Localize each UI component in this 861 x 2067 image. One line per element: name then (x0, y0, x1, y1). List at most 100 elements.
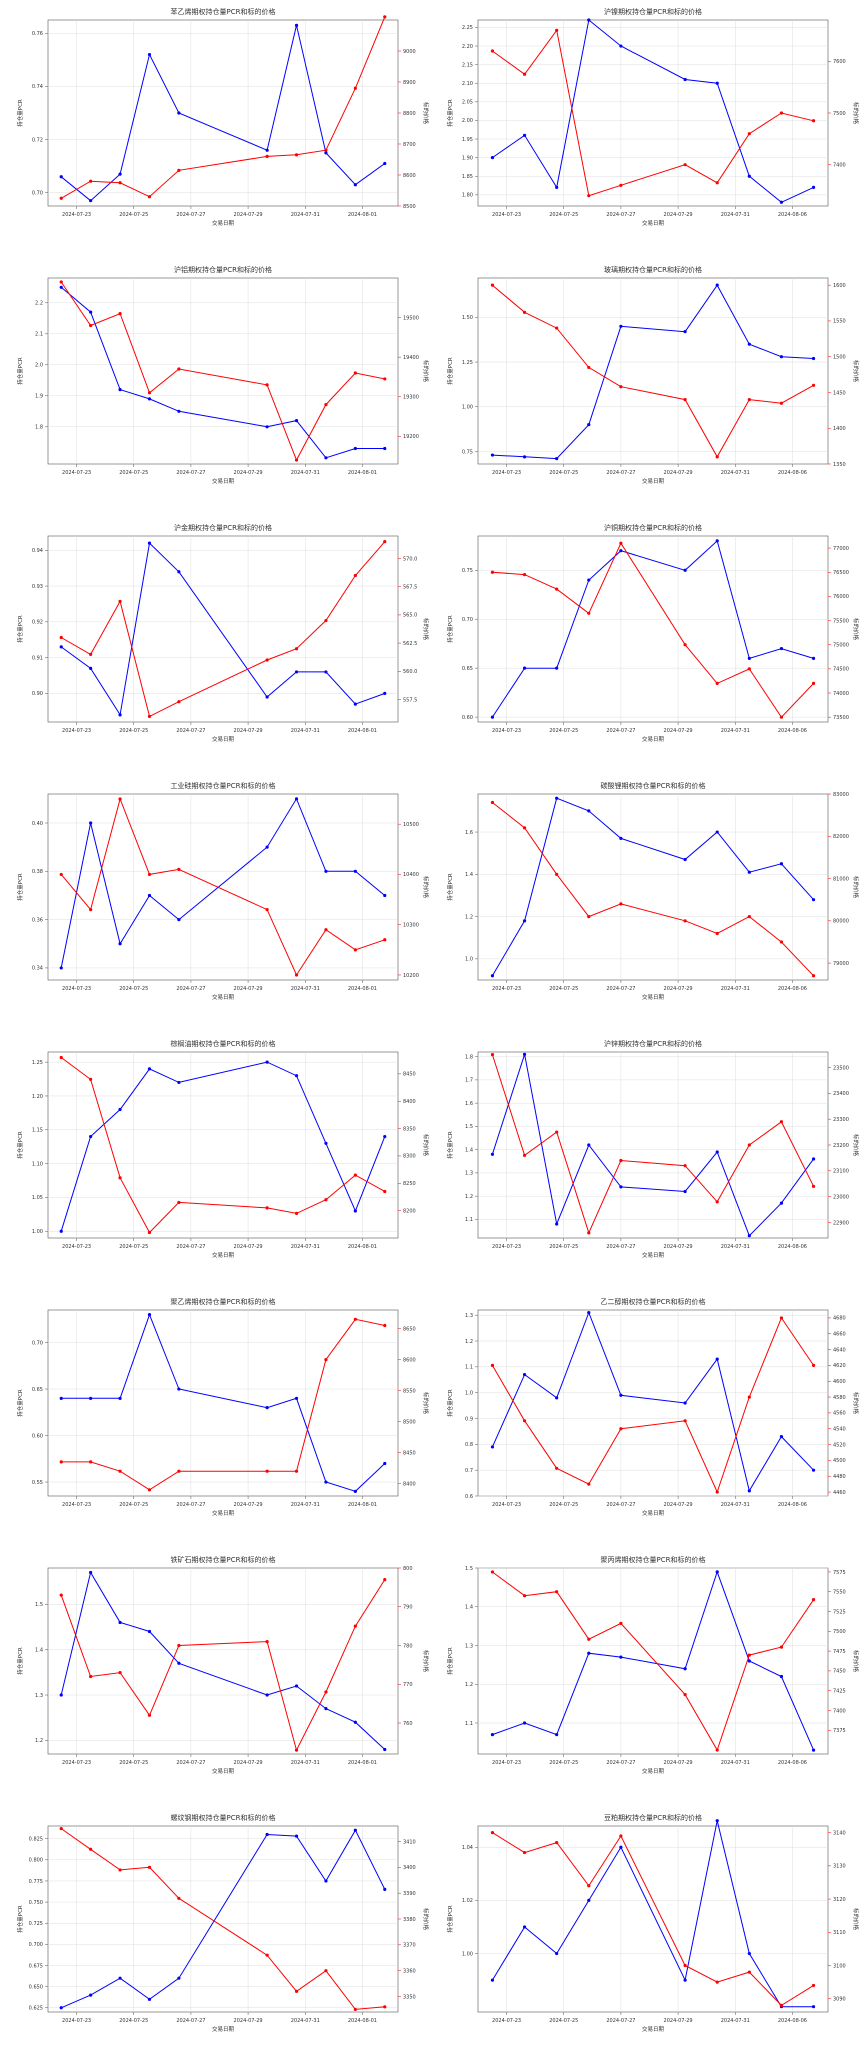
left-tick-label: 1.7 (465, 1078, 473, 1084)
x-tick-label: 2024-07-25 (119, 1244, 148, 1250)
data-point (383, 1747, 387, 1752)
y-axis-label-left: 持仓量PCR (446, 1905, 454, 1933)
data-point (555, 1396, 559, 1400)
left-tick-label: 1.9 (35, 394, 43, 400)
x-tick-label: 2024-08-06 (778, 2018, 807, 2024)
data-point (324, 148, 328, 152)
data-point (147, 893, 152, 898)
data-point (177, 1200, 181, 1205)
data-point (747, 1951, 751, 1956)
right-tick-label: 7525 (833, 1609, 846, 1615)
data-point (779, 1316, 784, 1320)
y-axis-label-right: 标的价格 (422, 1908, 430, 1931)
data-point (89, 652, 93, 656)
y-axis-label-right: 标的价格 (852, 1908, 860, 1931)
data-point (747, 870, 751, 874)
data-point (811, 2005, 816, 2009)
data-point (383, 15, 387, 19)
series-line-price (60, 541, 386, 718)
x-tick-label: 2024-07-27 (606, 1502, 635, 1508)
x-tick-label: 2024-07-27 (176, 1502, 205, 1508)
series-line-price (491, 1316, 815, 1494)
right-tick-label: 7375 (833, 1728, 846, 1734)
x-tick-label: 2024-07-29 (234, 728, 263, 734)
data-point (555, 1951, 559, 1956)
x-tick-label: 2024-08-01 (348, 470, 377, 476)
left-tick-label: 1.1 (465, 1721, 473, 1727)
data-point (353, 1173, 357, 1177)
x-tick-label: 2024-08-01 (348, 728, 377, 734)
data-point (89, 1460, 93, 1464)
data-point (59, 285, 63, 289)
pcr-chart: 1.80 1.85 1.90 1.95 2.00 2.05 2.10 2.15 2.20 2.25… (430, 0, 860, 258)
data-point (522, 1721, 527, 1725)
data-point (587, 1231, 591, 1235)
data-point (619, 1427, 623, 1431)
left-tick-label: 0.825 (29, 1836, 43, 1842)
data-point (294, 797, 299, 801)
data-point (522, 1594, 527, 1598)
y-axis-label-left: 持仓量PCR (446, 357, 454, 385)
data-point (147, 391, 152, 395)
left-tick-label: 0.75 (462, 449, 473, 455)
data-point (324, 1358, 328, 1362)
data-point (811, 1983, 816, 1988)
left-tick-label: 0.72 (32, 137, 43, 143)
right-tick-label: 3090 (833, 1997, 846, 2003)
data-point (587, 1310, 591, 1315)
data-point (118, 1107, 122, 1112)
right-tick-label: 4560 (833, 1411, 846, 1417)
series-line-price (60, 281, 385, 462)
left-tick-label: 0.750 (29, 1900, 43, 1906)
right-tick-label: 3390 (403, 1891, 416, 1897)
x-tick-label: 2024-07-27 (176, 1760, 205, 1766)
series-line-pcr (491, 1054, 815, 1237)
left-tick-label: 1.1 (465, 1365, 473, 1371)
x-tick-label: 2024-07-23 (492, 1502, 521, 1508)
x-axis-label: 交易日期 (642, 2025, 665, 2033)
y-axis-label-right: 标的价格 (422, 1650, 430, 1673)
series-line-pcr (492, 284, 814, 460)
left-tick-label: 0.40 (32, 821, 43, 827)
data-point (59, 1593, 63, 1597)
data-point (294, 458, 299, 462)
left-tick-label: 0.8 (465, 1442, 473, 1448)
y-axis-label-left: 持仓量PCR (16, 1389, 24, 1417)
data-point (147, 1629, 152, 1634)
data-point (619, 1845, 623, 1849)
right-tick-label: 3130 (833, 1864, 846, 1870)
chart-title: 聚乙烯期权持仓量PCR和标的价格 (171, 1297, 276, 1306)
data-point (89, 310, 93, 314)
chart-svg: 1.00 1.02 1.04 3090 3100 3110 3120 3130 3140 2024… (446, 1813, 860, 2033)
data-point (59, 2006, 63, 2010)
data-point (555, 1130, 559, 1134)
pcr-chart: 0.90 0.91 0.92 0.93 0.94 557.5 560.0 562.5 565.0… (0, 516, 430, 774)
plot-frame (477, 1567, 829, 1755)
data-point (555, 457, 559, 461)
chart-svg: 0.625 0.650 0.675 0.700 0.725 0.750 0.775 0.800… (16, 1813, 430, 2033)
right-tick-label: 8450 (403, 1072, 416, 1078)
data-point (353, 1317, 357, 1321)
data-point (555, 587, 559, 591)
x-tick-label: 2024-07-27 (176, 986, 205, 992)
data-point (715, 681, 719, 685)
y-axis-label-right: 标的价格 (852, 1392, 860, 1415)
pcr-chart: 0.70 0.72 0.74 0.76 8500 8600 8700 8800 8900 9000… (0, 0, 430, 258)
right-tick-label: 75000 (833, 643, 849, 649)
x-tick-label: 2024-07-23 (62, 986, 91, 992)
data-point (811, 974, 816, 978)
data-point (715, 1748, 719, 1752)
right-tick-label: 10300 (403, 923, 419, 929)
data-point (147, 1865, 152, 1869)
chart-svg: 1.80 1.85 1.90 1.95 2.00 2.05 2.10 2.15 2.20 2.25… (446, 7, 860, 227)
left-tick-label: 1.1 (465, 1217, 473, 1223)
x-tick-label: 2024-07-31 (721, 986, 750, 992)
left-tick-label: 1.5 (465, 1124, 473, 1130)
pcr-chart: 0.34 0.36 0.38 0.40 10200 10300 10400 10500 2024… (0, 774, 430, 1032)
data-point (555, 1466, 559, 1470)
data-point (715, 931, 719, 936)
left-tick-label: 1.80 (462, 193, 473, 199)
left-tick-label: 1.4 (465, 1147, 473, 1153)
data-point (715, 81, 719, 85)
data-point (118, 1868, 122, 1872)
